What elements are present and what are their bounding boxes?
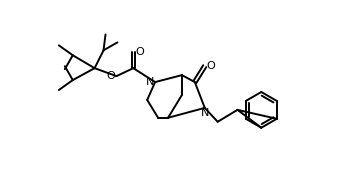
Text: O: O xyxy=(206,61,215,71)
Text: N: N xyxy=(201,108,209,118)
Text: O: O xyxy=(135,47,144,57)
Text: O: O xyxy=(106,71,115,81)
Text: N: N xyxy=(146,77,154,87)
